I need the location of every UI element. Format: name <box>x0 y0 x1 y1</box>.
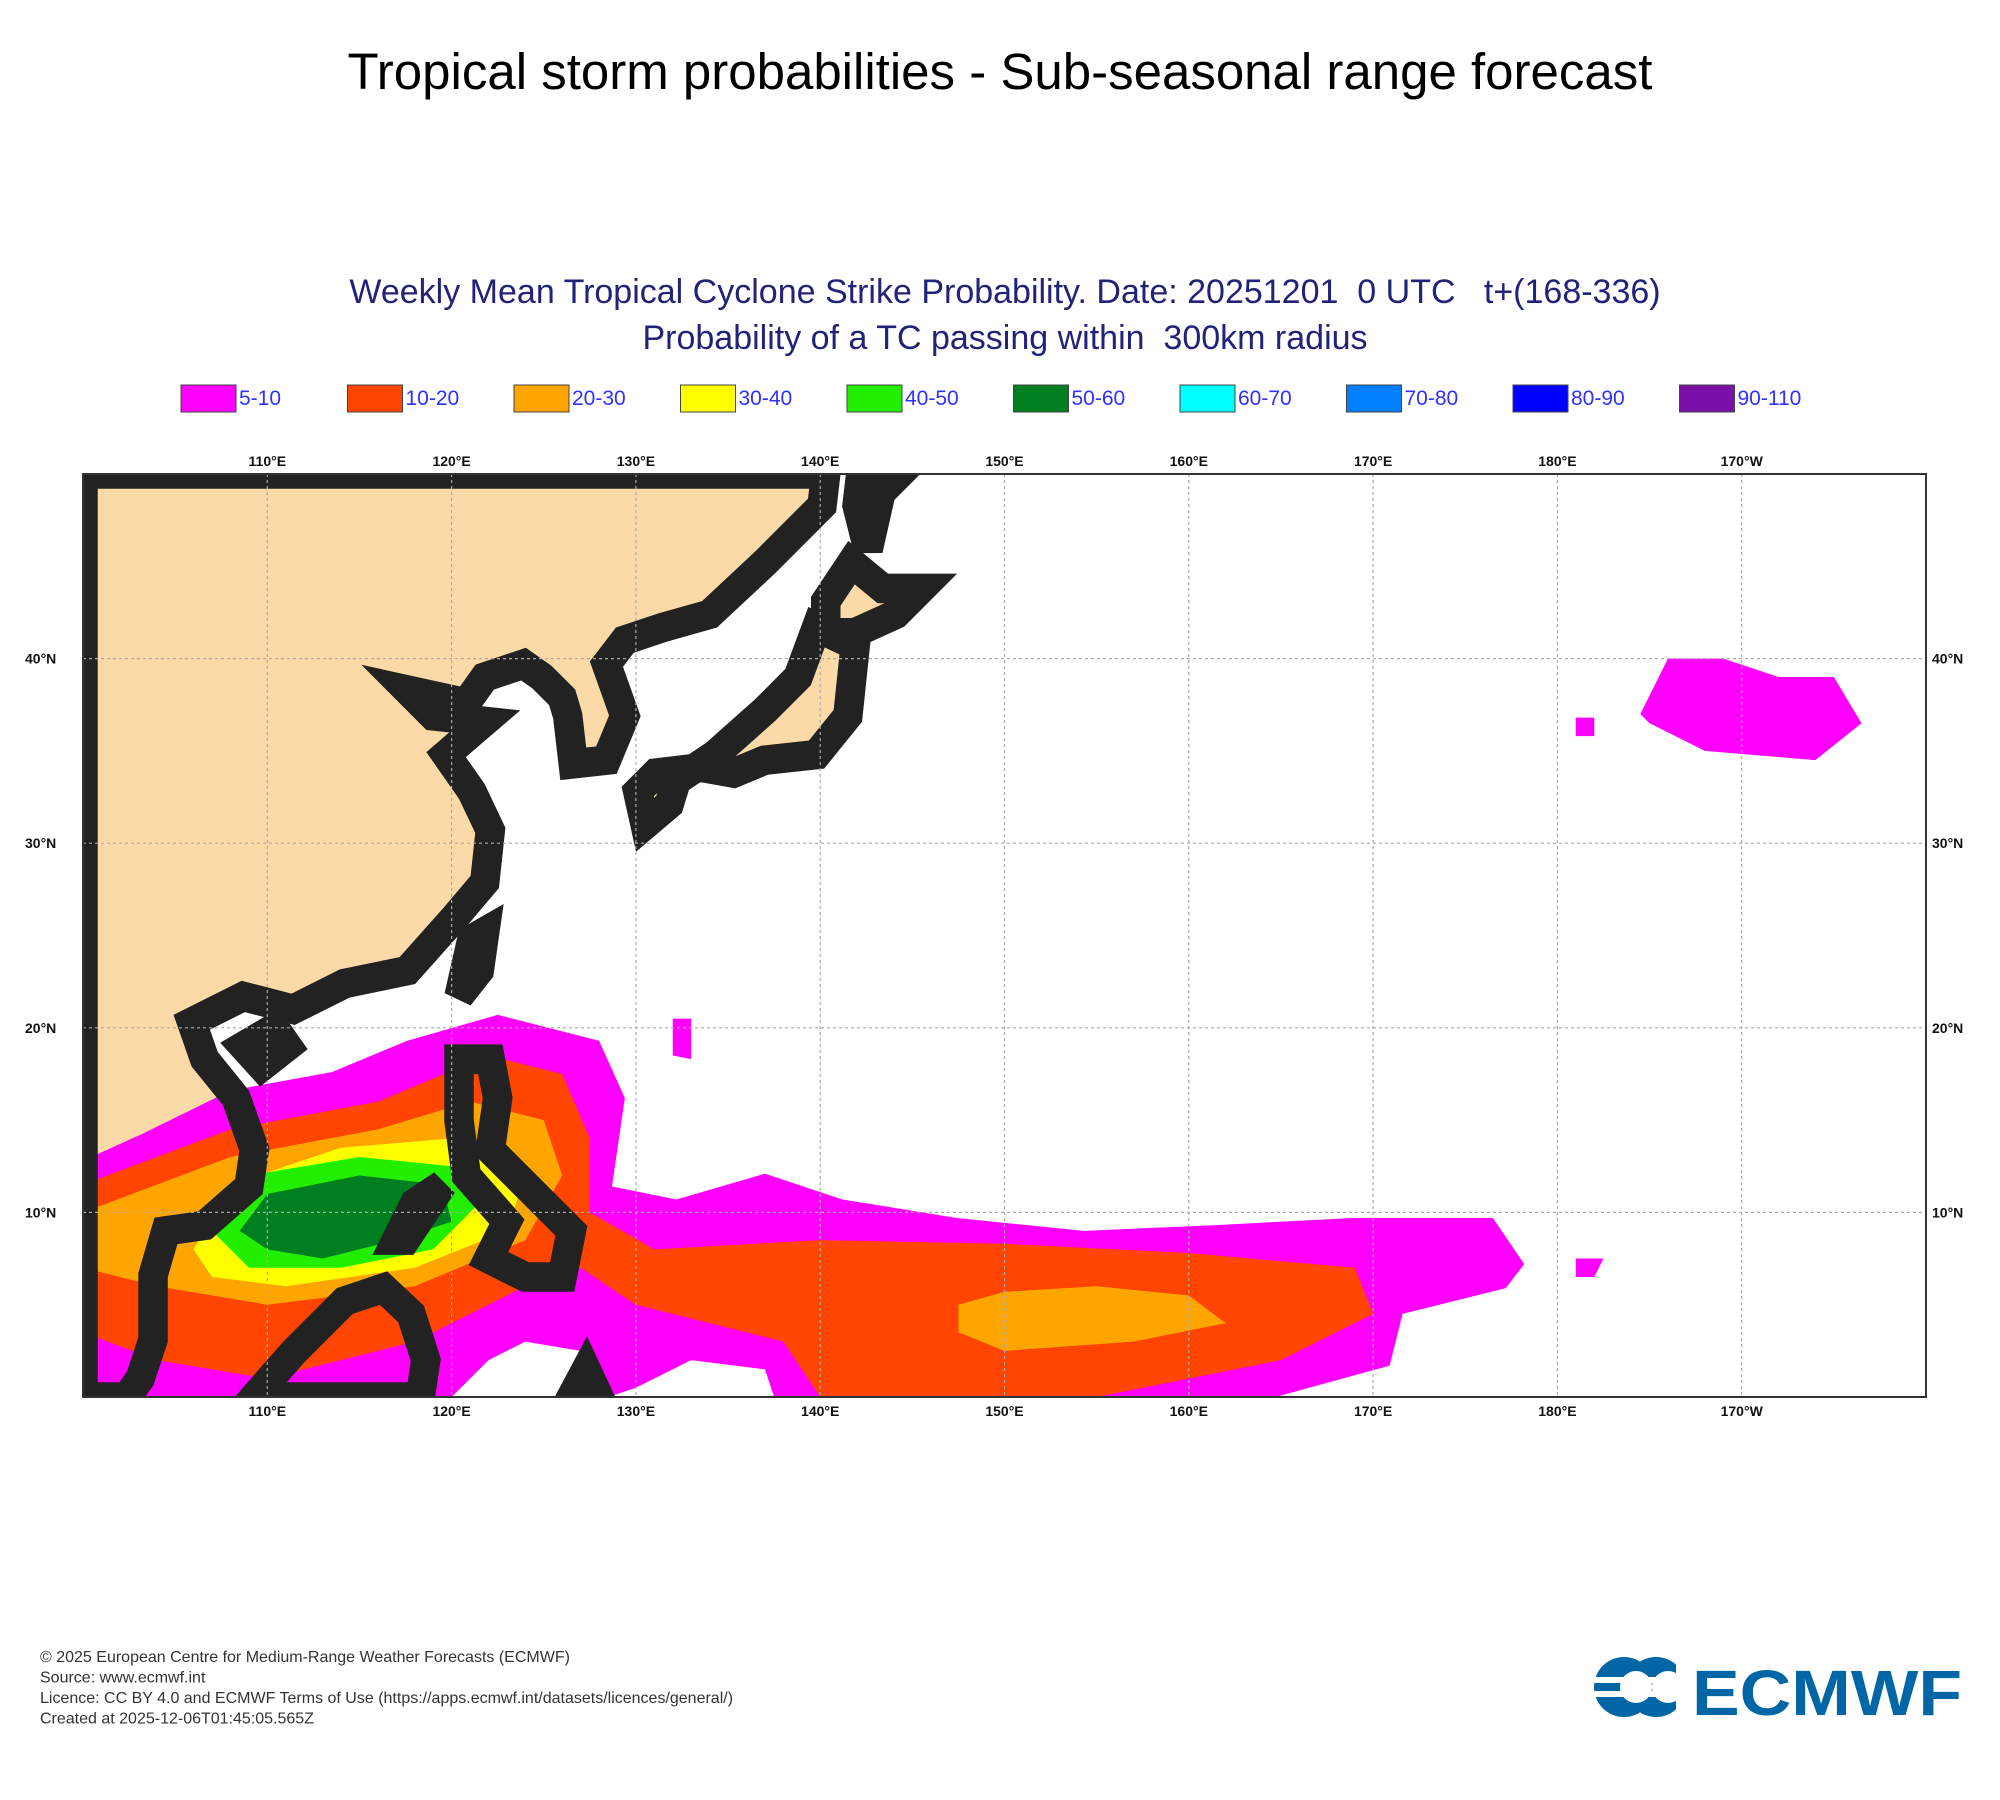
legend-label: 60-70 <box>1238 387 1292 410</box>
legend-swatch <box>1679 384 1735 413</box>
legend-label: 70-80 <box>1405 387 1459 410</box>
legend-label: 20-30 <box>572 387 626 410</box>
map <box>83 474 1862 1397</box>
probability-area <box>1575 1258 1604 1278</box>
legend-swatch <box>1179 384 1236 413</box>
legend-swatch <box>1346 384 1402 413</box>
lon-label-top: 130°E <box>617 453 655 469</box>
logo-text: ECMWF <box>1692 1657 1962 1729</box>
map-frame <box>82 473 1927 1398</box>
lon-label-bottom: 140°E <box>801 1403 839 1419</box>
lat-label-left: 20°N <box>25 1020 56 1036</box>
logo: ECMWF <box>1588 1650 1962 1729</box>
legend-swatch <box>180 384 237 413</box>
probability-area <box>1575 717 1595 737</box>
lon-label-top: 140°E <box>801 453 839 469</box>
footer-line: Created at 2025-12-06T01:45:05.565Z <box>40 1711 314 1728</box>
lon-label-top: 170°E <box>1354 453 1392 469</box>
lat-label-right: 30°N <box>1932 835 1963 851</box>
legend-label: 30-40 <box>739 387 793 410</box>
map-subtitle: Probability of a TC passing within 300km… <box>642 319 1367 357</box>
probability-area <box>1640 658 1862 761</box>
lon-label-bottom: 130°E <box>617 1403 655 1419</box>
lon-label-top: 160°E <box>1170 453 1208 469</box>
lon-label-bottom: 110°E <box>249 1403 287 1419</box>
legend: 5-10 10-20 20-30 30-40 40-50 50-60 60-70 70-80 8… <box>180 384 1802 413</box>
legend-label: 10-20 <box>406 387 460 410</box>
page-title: Tropical storm probabilities - Sub-seaso… <box>348 43 1653 100</box>
footer-line: Licence: CC BY 4.0 and ECMWF Terms of Us… <box>40 1690 733 1707</box>
map-title: Weekly Mean Tropical Cyclone Strike Prob… <box>349 273 1660 311</box>
lon-label-top: 170°W <box>1721 453 1764 469</box>
legend-label: 40-50 <box>905 387 959 410</box>
axis-labels: 110°E 110°E 120°E 120°E 130°E 130°E 140°E 140°E… <box>25 453 1963 1419</box>
lon-label-bottom: 150°E <box>985 1403 1023 1419</box>
lon-label-top: 110°E <box>249 453 287 469</box>
lon-label-bottom: 180°E <box>1538 1403 1576 1419</box>
legend-swatch <box>347 384 403 413</box>
legend-swatch <box>1013 384 1069 413</box>
lat-label-right: 20°N <box>1932 1020 1963 1036</box>
legend-swatch <box>680 384 736 413</box>
legend-swatch <box>513 384 570 413</box>
legend-label: 80-90 <box>1571 387 1625 410</box>
graticule <box>83 474 1926 1397</box>
legend-label: 5-10 <box>239 387 281 410</box>
lat-label-right: 10°N <box>1932 1204 1963 1220</box>
lon-label-bottom: 120°E <box>432 1403 470 1419</box>
footer-line: © 2025 European Centre for Medium-Range … <box>40 1649 570 1666</box>
lon-label-bottom: 170°W <box>1721 1403 1764 1419</box>
lon-label-bottom: 170°E <box>1354 1403 1392 1419</box>
lat-label-left: 30°N <box>25 835 56 851</box>
lon-label-top: 180°E <box>1538 453 1576 469</box>
legend-swatch <box>846 384 903 413</box>
lat-label-left: 40°N <box>25 651 56 667</box>
probability-area <box>958 1286 1226 1351</box>
probability-area <box>672 1018 692 1060</box>
footer-line: Source: www.ecmwf.int <box>40 1670 206 1687</box>
legend-label: 50-60 <box>1072 387 1126 410</box>
lon-label-top: 120°E <box>432 453 470 469</box>
lon-label-bottom: 160°E <box>1170 1403 1208 1419</box>
probability-areas <box>83 658 1862 1397</box>
legend-label: 90-110 <box>1738 387 1802 410</box>
lat-label-left: 10°N <box>25 1204 56 1220</box>
legend-swatch <box>1512 384 1569 413</box>
lon-label-top: 150°E <box>985 453 1023 469</box>
lat-label-right: 40°N <box>1932 651 1963 667</box>
footer: © 2025 European Centre for Medium-Range … <box>40 1649 733 1728</box>
